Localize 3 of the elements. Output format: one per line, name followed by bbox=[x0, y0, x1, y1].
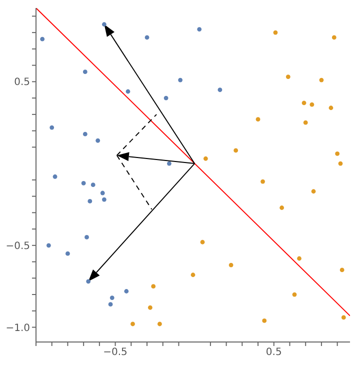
y-tick-label: 0.5 bbox=[14, 77, 30, 88]
y-tick-label: −0.5 bbox=[6, 240, 30, 252]
y-tick-label: −1.0 bbox=[6, 322, 30, 334]
